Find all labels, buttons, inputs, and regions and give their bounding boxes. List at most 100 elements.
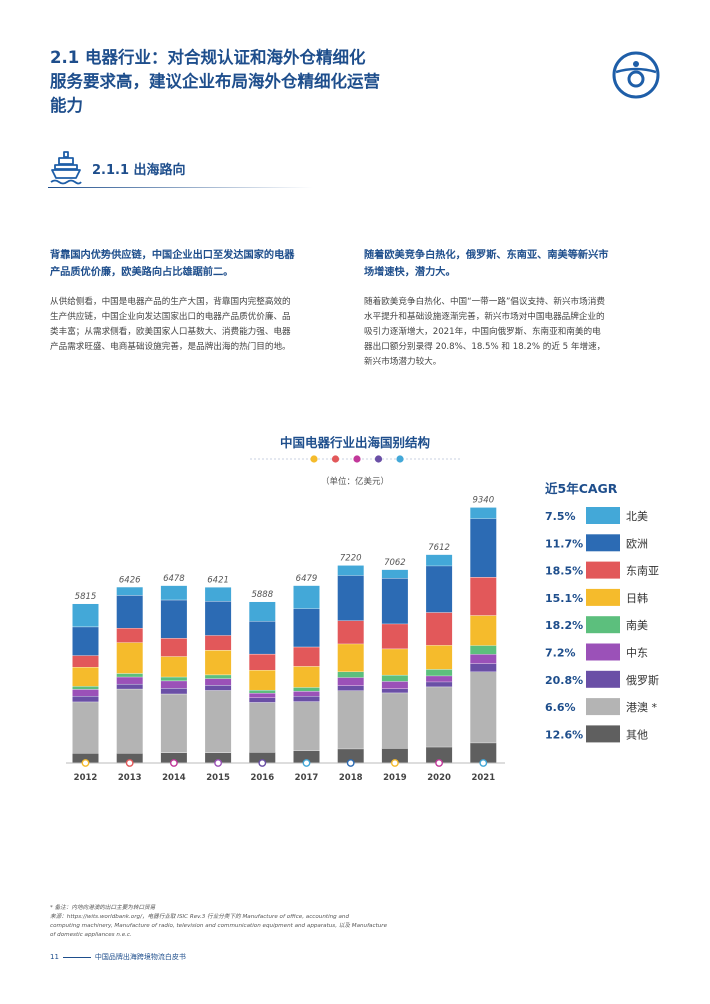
bar-segment-欧洲 — [381, 578, 408, 624]
page-heading: 2.1 电器行业：对合规认证和海外仓精细化服务要求高，建议企业布局海外仓精细化运… — [50, 48, 380, 115]
bar-segment-其他 — [116, 753, 143, 763]
bar-segment-港澳 — [160, 693, 187, 753]
bar-segment-欧洲 — [116, 595, 143, 629]
x-tick-label: 2012 — [74, 773, 98, 783]
x-tick-label: 2016 — [250, 773, 274, 783]
bar-segment-中东 — [337, 677, 364, 686]
left-body-text: 从供给侧看，中国是电器产品的生产大国，背靠国内完整高效的生产供应链，中国企业向发… — [50, 297, 291, 352]
x-tick-label: 2017 — [295, 773, 319, 783]
bar-segment-南美 — [470, 645, 497, 655]
bar-segment-北美 — [381, 569, 408, 579]
bar-segment-北美 — [337, 565, 364, 576]
bar-total-label: 6421 — [207, 575, 229, 585]
legend-cagr-value: 11.7% — [545, 537, 583, 550]
bar-segment-欧洲 — [337, 575, 364, 621]
left-lead-text: 背靠国内优势供应链，中国企业出口至发达国家的电器产品质优价廉，欧美路向占比雄踞前… — [50, 250, 295, 278]
footer-doc-title: 中国品牌出海跨境物流白皮书 — [94, 953, 186, 961]
ship-icon — [50, 151, 82, 185]
right-body-text: 随着欧美竞争白热化、中国“一带一路”倡议支持、新兴市场消费水平提升和基础设施逐渐… — [364, 297, 606, 367]
legend-cagr-value: 12.6% — [545, 728, 583, 741]
bar-segment-其他 — [337, 748, 364, 763]
section-title: 2.1.1 出海路向 — [92, 163, 186, 178]
bar-segment-欧洲 — [72, 626, 99, 656]
legend-title: 近5年CAGR — [545, 481, 618, 496]
bar-total-label: 9340 — [472, 496, 494, 506]
bar-segment-俄罗斯 — [116, 683, 143, 689]
x-tick-label: 2019 — [383, 773, 407, 783]
x-tick-label: 2021 — [471, 773, 495, 783]
title-dot — [331, 455, 340, 463]
legend-cagr-value: 6.6% — [545, 701, 576, 714]
x-axis-marker — [125, 759, 134, 767]
section-divider — [48, 187, 313, 188]
footnote-source-3: of domestic appliances n.e.c. — [50, 932, 132, 938]
bar-segment-中东 — [205, 678, 232, 686]
bar-segment-港澳 — [249, 702, 276, 753]
x-axis-marker — [81, 759, 90, 767]
bar-total-label: 6479 — [296, 574, 318, 584]
legend-series-name: 北美 — [626, 510, 648, 523]
x-tick-label: 2020 — [427, 773, 451, 783]
left-column: 背靠国内优势供应链，中国企业出口至发达国家的电器产品质优价廉，欧美路向占比雄踞前… — [50, 247, 295, 355]
x-axis-marker — [214, 759, 223, 767]
x-axis-marker — [169, 759, 178, 767]
x-tick-label: 2014 — [162, 773, 186, 783]
bar-segment-中东 — [160, 680, 187, 689]
x-tick-label: 2018 — [339, 773, 363, 783]
bar-segment-俄罗斯 — [160, 688, 187, 694]
page-footer: 11 中国品牌出海跨境物流白皮书 — [50, 952, 186, 962]
bar-segment-东南亚 — [72, 655, 99, 668]
bar-segment-中东 — [72, 689, 99, 696]
legend-swatch — [586, 561, 620, 579]
x-axis-marker — [479, 759, 488, 767]
bar-segment-俄罗斯 — [249, 697, 276, 703]
bar-segment-南美 — [381, 674, 408, 682]
footnote-note: * 备注：内地向港澳的出口主要为转口贸易 — [50, 905, 156, 911]
chart-title: 中国电器行业出海国别结构 — [279, 435, 430, 450]
page-number: 11 — [50, 953, 59, 961]
bar-segment-港澳 — [205, 690, 232, 753]
right-column: 随着欧美竞争白热化，俄罗斯、东南亚、南美等新兴市场增速快，潜力大。 随着欧美竞争… — [364, 247, 609, 370]
bar-segment-南美 — [205, 674, 232, 679]
bar-segment-欧洲 — [205, 601, 232, 636]
bar-segment-北美 — [72, 603, 99, 627]
legend-cagr-value: 15.1% — [545, 592, 583, 605]
bar-segment-港澳 — [381, 692, 408, 749]
bar-segment-港澳 — [470, 671, 497, 743]
bar-segment-东南亚 — [337, 620, 364, 644]
bar-segment-其他 — [470, 742, 497, 763]
right-lead-text: 随着欧美竞争白热化，俄罗斯、东南亚、南美等新兴市场增速快，潜力大。 — [364, 250, 609, 278]
bar-segment-欧洲 — [249, 621, 276, 654]
bar-segment-中东 — [293, 691, 320, 696]
chart-unit-label: （单位：亿美元） — [320, 477, 389, 487]
bar-segment-日韩 — [116, 642, 143, 674]
footnote-source-2: computing machinery, Manufacture of radi… — [50, 923, 388, 929]
footnote-source-1: 来源：https://wits.worldbank.org/，电器行业取 ISI… — [50, 914, 350, 920]
bar-segment-中东 — [116, 676, 143, 684]
bar-segment-东南亚 — [205, 635, 232, 651]
bar-total-label: 6478 — [163, 574, 185, 584]
legend-series-name: 中东 — [626, 647, 648, 660]
bar-segment-东南亚 — [426, 612, 453, 646]
bar-segment-北美 — [205, 587, 232, 602]
bar-segment-北美 — [426, 554, 453, 566]
bar-segment-其他 — [160, 752, 187, 763]
bar-segment-南美 — [160, 676, 187, 681]
bar-segment-南美 — [249, 689, 276, 693]
x-tick-label: 2015 — [206, 773, 230, 783]
bar-segment-北美 — [160, 585, 187, 600]
bar-segment-南美 — [293, 687, 320, 692]
legend-swatch — [586, 698, 620, 716]
legend-swatch — [586, 616, 620, 634]
legend-swatch — [586, 534, 620, 552]
legend-cagr-value: 18.5% — [545, 565, 583, 578]
footer-rule — [62, 956, 91, 958]
title-dot — [396, 455, 404, 463]
x-axis-marker — [435, 759, 443, 767]
bar-segment-南美 — [426, 669, 453, 676]
bar-segment-北美 — [249, 601, 276, 622]
bar-segment-南美 — [116, 673, 143, 677]
bar-segment-东南亚 — [116, 628, 143, 643]
bar-segment-东南亚 — [470, 577, 497, 616]
legend-series-name: 日韩 — [626, 591, 648, 605]
